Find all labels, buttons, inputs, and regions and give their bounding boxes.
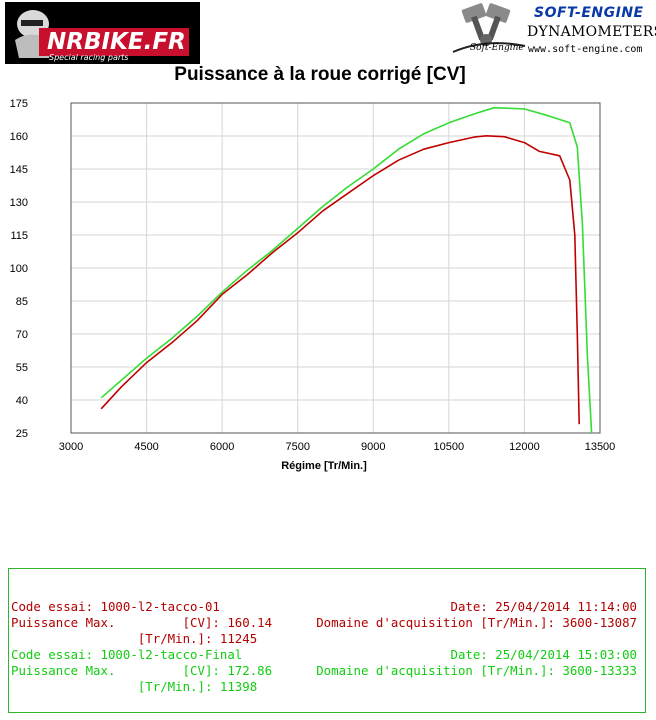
y-tick-label: 40 <box>16 395 28 407</box>
y-tick-label: 160 <box>10 131 28 143</box>
info-line-right: Date: 25/04/2014 15:03:00 <box>450 647 638 662</box>
x-tick-label: 12000 <box>509 441 540 453</box>
y-tick-label: 130 <box>10 197 28 209</box>
chart-title: Puissance à la roue corrigé [CV] <box>174 64 466 85</box>
x-tick-label: 10500 <box>434 441 465 453</box>
y-tick-label: 100 <box>10 263 28 275</box>
info-line-left: [Tr/Min.]: 11398 <box>11 679 258 694</box>
info-line-left: Puissance Max. [CV]: 172.86 <box>11 663 273 678</box>
x-tick-label: 13500 <box>585 441 616 453</box>
plot-frame <box>70 102 601 434</box>
info-line-left: Puissance Max. [CV]: 160.14 <box>11 615 273 630</box>
y-axis-ticks: 175 160 145 130 115 100 85 70 55 40 25 <box>10 98 28 440</box>
info-line-right: Date: 25/04/2014 11:14:00 <box>450 599 638 614</box>
x-tick-label: 4500 <box>134 441 158 453</box>
y-tick-label: 175 <box>10 98 28 110</box>
nrbike-logo-tagline: Special racing parts <box>49 53 128 62</box>
y-tick-label: 145 <box>10 164 28 176</box>
x-tick-label: 6000 <box>210 441 234 453</box>
chart-grid <box>70 102 601 434</box>
info-line-left: Code essai: 1000-l2-tacco-Final <box>11 647 243 662</box>
y-tick-label: 55 <box>16 362 28 374</box>
chart-series <box>100 106 593 434</box>
info-line-left: Code essai: 1000-l2-tacco-01 <box>11 599 220 614</box>
x-tick-label: 3000 <box>59 441 83 453</box>
y-tick-label: 25 <box>16 428 28 440</box>
soft-engine-small-text: Soft-Engine <box>470 43 524 53</box>
y-tick-label: 115 <box>10 230 28 242</box>
soft-engine-logo <box>445 2 655 64</box>
nrbike-logo-text: NRBIKE.FR <box>47 29 186 55</box>
info-line-left: [Tr/Min.]: 11245 <box>11 631 258 646</box>
series-line-1 <box>100 135 580 425</box>
nrbike-logo: NRBIKE.FR Special racing parts <box>5 2 200 64</box>
x-tick-label: 9000 <box>361 441 385 453</box>
soft-engine-url: www.soft-engine.com <box>528 44 643 55</box>
info-line-right: Domaine d'acquisition [Tr/Min.]: 3600-13… <box>316 663 637 678</box>
soft-engine-brand: SOFT-ENGINE <box>534 5 644 21</box>
info-line-right: Domaine d'acquisition [Tr/Min.]: 3600-13… <box>316 615 637 630</box>
power-chart: 175 160 145 130 115 100 85 70 55 40 25 3000 4500 600… <box>10 98 616 472</box>
x-axis-ticks: 3000 4500 6000 7500 9000 10500 12000 13500 <box>59 441 616 453</box>
x-tick-label: 7500 <box>285 441 309 453</box>
y-tick-label: 85 <box>16 296 28 308</box>
y-tick-label: 70 <box>16 329 28 341</box>
series-line-2 <box>100 106 593 434</box>
test-info-box: Code essai: 1000-l2-tacco-01 Date: 25/04/… <box>8 568 646 713</box>
soft-engine-subtitle: DYNAMOMETERS <box>527 24 656 40</box>
x-axis-label: Régime [Tr/Min.] <box>281 460 367 472</box>
